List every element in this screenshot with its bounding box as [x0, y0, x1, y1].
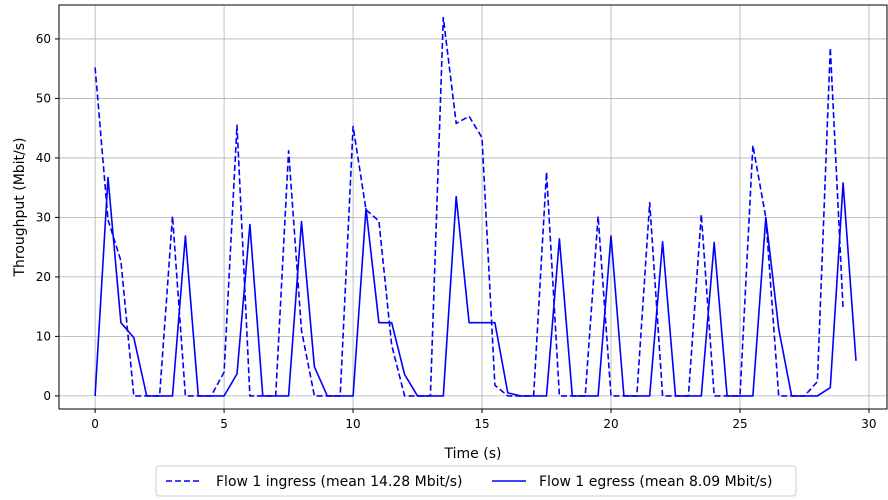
x-tick-label: 10 [345, 417, 360, 431]
ticks: 0 5 10 15 20 25 30 0 10 20 30 40 50 60 [36, 32, 877, 431]
x-tick-label: 0 [91, 417, 99, 431]
x-axis-label: Time (s) [444, 446, 502, 462]
y-tick-label: 20 [36, 270, 51, 284]
x-tick-label: 15 [474, 417, 489, 431]
series-layer [94, 16, 857, 397]
y-tick-label: 40 [36, 151, 51, 165]
x-tick-label: 20 [603, 417, 618, 431]
legend: Flow 1 ingress (mean 14.28 Mbit/s) Flow … [155, 465, 797, 497]
y-tick-label: 30 [36, 210, 51, 224]
legend-label-ingress: Flow 1 ingress (mean 14.28 Mbit/s) [216, 474, 462, 490]
x-tick-label: 5 [220, 417, 228, 431]
y-axis-label: Throughput (Mbit/s) [12, 137, 28, 277]
series-line-0 [94, 16, 844, 397]
x-tick-label: 30 [861, 417, 876, 431]
grid [59, 5, 887, 409]
plot-frame [58, 4, 888, 410]
y-tick-label: 0 [43, 389, 51, 403]
y-tick-label: 60 [36, 32, 51, 46]
legend-box [155, 465, 797, 497]
x-tick-label: 25 [732, 417, 747, 431]
legend-label-egress: Flow 1 egress (mean 8.09 Mbit/s) [539, 474, 772, 490]
y-tick-label: 10 [36, 329, 51, 343]
series-line-1 [94, 176, 857, 397]
y-tick-label: 50 [36, 91, 51, 105]
